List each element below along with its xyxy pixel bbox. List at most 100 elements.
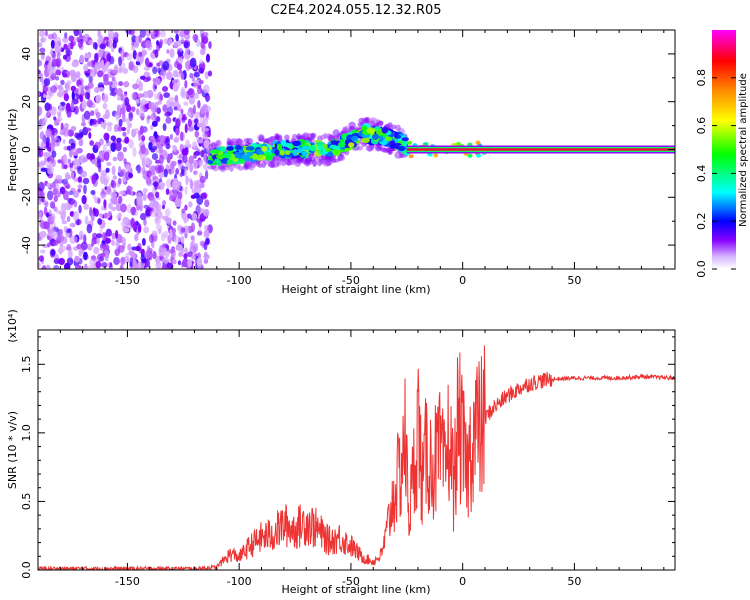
noise-speckle <box>172 259 177 265</box>
trace-core <box>216 153 225 160</box>
noise-speckle <box>116 88 123 96</box>
noise-speckle <box>125 52 133 61</box>
trace-halo <box>246 137 254 145</box>
noise-speckle <box>175 118 181 129</box>
noise-speckle <box>164 208 171 217</box>
noise-speckle <box>159 39 164 45</box>
noise-speckle <box>120 49 125 57</box>
noise-speckle <box>86 61 92 67</box>
noise-speckle <box>94 52 99 63</box>
noise-speckle <box>39 47 46 53</box>
spectrogram-x-tick-label: -100 <box>227 274 252 287</box>
noise-speckle <box>194 111 201 119</box>
noise-speckle <box>106 161 112 166</box>
noise-speckle <box>43 157 49 163</box>
noise-speckle <box>197 100 201 109</box>
noise-speckle <box>102 93 109 103</box>
snr-x-tick-label: -150 <box>115 575 140 588</box>
trace-core <box>234 151 240 159</box>
noise-speckle <box>139 30 146 38</box>
spectrogram-data <box>38 30 675 269</box>
noise-speckle <box>143 66 151 71</box>
colorbar-tick-label: 0.2 <box>695 212 708 230</box>
noise-speckle <box>95 260 102 269</box>
noise-speckle <box>100 121 104 128</box>
noise-speckle <box>65 231 70 238</box>
noise-speckle <box>40 161 47 166</box>
spectrogram-x-axis-label: Height of straight line (km) <box>281 283 430 296</box>
colorbar-tick-label: 0.8 <box>695 69 708 87</box>
noise-speckle <box>204 71 209 80</box>
noise-speckle <box>73 150 79 156</box>
noise-speckle <box>49 201 56 209</box>
noise-speckle <box>187 118 192 128</box>
noise-speckle <box>136 195 143 206</box>
noise-speckle <box>132 147 137 158</box>
noise-speckle <box>151 230 158 236</box>
noise-speckle <box>48 228 56 238</box>
noise-speckle <box>155 191 160 199</box>
noise-speckle <box>190 194 197 199</box>
noise-speckle <box>146 170 152 178</box>
noise-speckle <box>125 164 131 172</box>
trace-core <box>292 148 298 156</box>
noise-speckle <box>204 199 210 208</box>
noise-speckle <box>73 158 79 166</box>
noise-speckle <box>118 81 124 87</box>
noise-speckle <box>106 53 112 62</box>
trace-halo <box>291 133 298 141</box>
noise-speckle <box>97 49 104 58</box>
noise-speckle <box>84 57 89 62</box>
noise-speckle <box>188 88 195 99</box>
noise-speckle <box>188 155 194 165</box>
noise-speckle <box>145 208 151 217</box>
chart-title: C2E4.2024.055.12.32.R05 <box>270 3 441 18</box>
trace-halo <box>249 162 257 168</box>
noise-speckle <box>155 215 160 224</box>
noise-speckle <box>193 92 199 100</box>
noise-speckle <box>128 112 134 122</box>
noise-speckle <box>165 178 172 188</box>
trace-halo <box>237 165 244 171</box>
noise-speckle <box>145 259 151 268</box>
noise-speckle <box>168 96 175 103</box>
noise-speckle <box>171 79 176 84</box>
trace-halo <box>348 121 356 130</box>
noise-speckle <box>137 224 142 233</box>
trace-core <box>264 151 271 157</box>
noise-speckle <box>44 114 48 123</box>
noise-speckle <box>124 97 130 106</box>
noise-speckle <box>153 30 159 38</box>
noise-speckle <box>67 129 74 137</box>
spectrogram-y-tick-label: 40 <box>20 47 33 61</box>
noise-speckle <box>155 224 163 231</box>
noise-speckle <box>162 204 166 210</box>
noise-speckle <box>199 175 206 184</box>
noise-speckle <box>112 138 117 149</box>
noise-speckle <box>90 110 95 116</box>
trace-core <box>222 152 232 160</box>
noise-speckle <box>128 250 134 256</box>
noise-speckle <box>44 30 48 37</box>
noise-speckle <box>187 143 192 149</box>
spectrogram-y-axis-label: Frequency (Hz) <box>6 109 19 192</box>
noise-speckle <box>122 228 130 233</box>
noise-speckle <box>51 213 56 222</box>
noise-speckle <box>39 249 46 254</box>
noise-speckle <box>58 85 64 96</box>
noise-speckle <box>65 102 71 112</box>
noise-speckle <box>39 72 44 83</box>
noise-speckle <box>123 158 127 165</box>
trace-halo <box>275 155 280 161</box>
noise-speckle <box>180 248 185 253</box>
noise-speckle <box>163 92 171 99</box>
noise-speckle <box>90 212 95 222</box>
noise-speckle <box>119 168 127 178</box>
noise-speckle <box>190 241 194 250</box>
noise-speckle <box>187 259 193 268</box>
noise-speckle <box>101 231 106 242</box>
trace-core <box>216 159 222 167</box>
noise-speckle <box>45 128 52 138</box>
noise-speckle <box>103 36 110 41</box>
noise-speckle <box>117 151 124 162</box>
